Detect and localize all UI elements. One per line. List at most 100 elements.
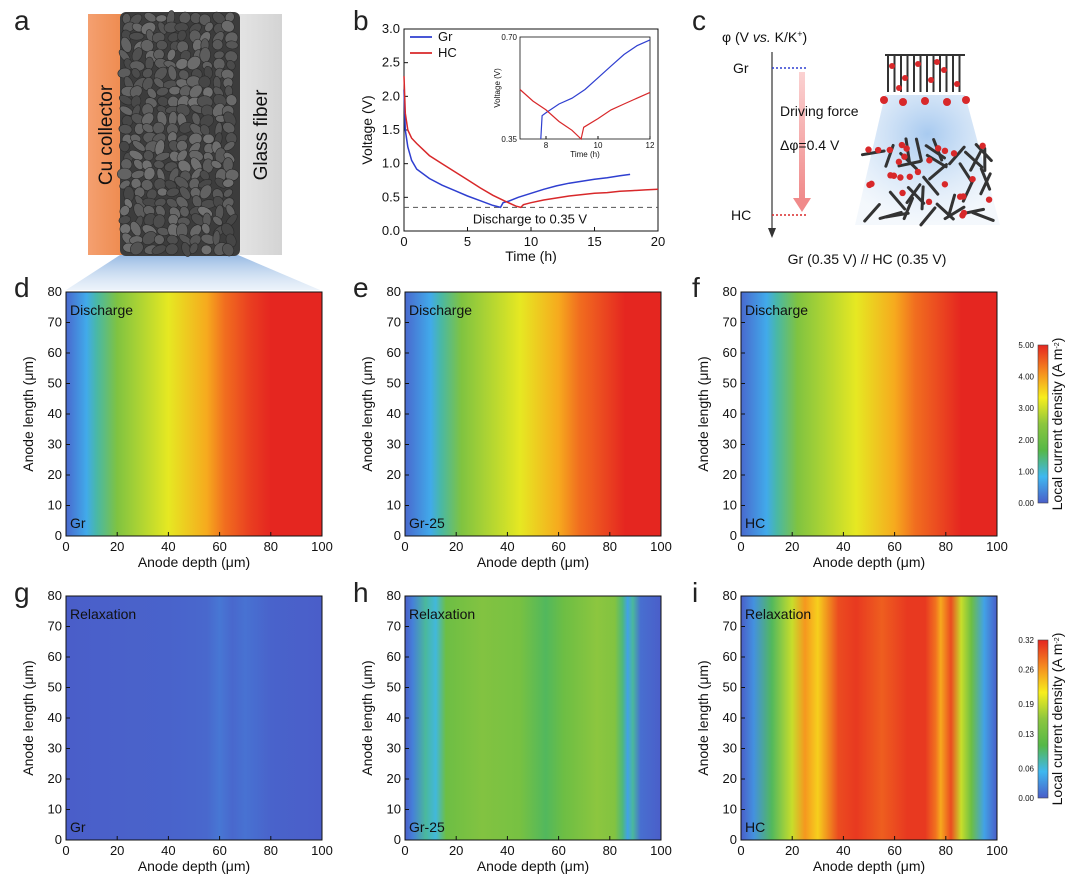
particle [176,149,188,162]
state-label: Relaxation [745,606,811,622]
y-axis-label: Anode length (μm) [20,660,36,775]
potential-axis-label-sup: + [797,29,802,39]
particle [179,206,190,218]
particle [179,186,191,200]
particle [130,241,144,256]
particle [142,68,153,79]
k-ion [866,181,873,189]
state-label: Relaxation [70,606,136,622]
k-ion [943,98,951,106]
hard-carbon-cluster [860,137,995,227]
hc-domain [969,149,983,172]
y-tick-label: 0.0 [382,223,400,238]
hc-domain [914,137,923,163]
colorbar-tick-label: 0.00 [1018,499,1034,508]
zoom-projection [66,255,320,290]
colorbar-label-close: ) [1049,338,1065,343]
y-tick-label: 10 [387,498,401,513]
inset-series-hc [519,89,651,141]
y-tick-label: 0 [394,832,401,847]
colorbar-label-close: ) [1049,633,1065,638]
k-ion [874,146,882,154]
particle [225,40,239,50]
x-tick-label: 80 [939,843,953,858]
potential-axis-arrowhead [768,228,776,238]
y-tick-label: 50 [48,376,62,391]
k-ion [928,77,934,83]
inset-series-gr [540,39,651,140]
y-tick-label: 40 [723,406,737,421]
particle-texture [116,10,240,257]
heatmap-g: 0 20 40 60 80 100 0 10 20 30 40 50 60 70 80 Anode depth… [20,588,333,874]
y-tick-label: 60 [387,649,401,664]
cell-config-label: Gr (0.35 V) // HC (0.35 V) [788,251,947,267]
y-tick-label: 30 [387,437,401,452]
y-tick-label: 50 [387,376,401,391]
particle [200,244,213,255]
k-ion [969,175,976,183]
particle [223,188,233,198]
k-ion [897,174,904,181]
particle [222,178,235,188]
particle [186,55,201,71]
y-tick-label: 40 [48,406,62,421]
particle [146,87,157,99]
hc-domain [928,163,948,181]
particle [222,77,234,89]
x-tick-label: 10 [524,234,538,249]
driving-force-arrow [799,72,805,200]
y-tick-label: 30 [48,437,62,452]
particle [133,158,144,170]
particle [128,149,144,161]
panel-label-h: h [353,577,369,608]
y-tick-label: 70 [48,315,62,330]
hc-domain [943,205,966,221]
x-tick-label: 0 [62,539,69,554]
colorbar-scale [1037,639,1049,799]
x-axis-label: Anode depth (μm) [138,554,250,570]
particle [178,11,191,24]
particle [142,231,157,245]
k-ion [960,209,968,217]
colorbar-2: 0.00 0.06 0.13 0.19 0.26 0.32 Local current de… [1018,633,1065,806]
k-ion [896,85,902,91]
particle [210,160,222,169]
hc-domain [947,193,957,218]
x-tick-label: 0 [401,843,408,858]
y-tick-label: 2.0 [382,88,400,103]
particle [204,21,214,33]
k-ion [941,181,949,188]
y-tick-label: 1.5 [382,122,400,137]
x-tick-label: 0 [737,539,744,554]
k-ion [915,61,921,67]
x-tick-label: 5 [464,234,471,249]
particle [177,29,187,42]
heatmap-e: 0 20 40 60 80 100 0 10 20 30 40 50 60 70 80 Anode depth… [359,284,672,570]
x-tick-label: 0 [401,539,408,554]
particle [221,20,235,33]
x-tick-label: 80 [264,539,278,554]
particle [199,114,215,128]
hc-domain [964,150,984,169]
y-tick-label: 20 [723,771,737,786]
state-label: Discharge [409,302,472,318]
particle [165,243,179,256]
particle [212,215,223,226]
x-axis-label: Time (h) [505,248,557,264]
state-label: Discharge [745,302,808,318]
particle [198,75,211,89]
particle [141,112,155,126]
heatmap-field [405,292,661,536]
particle [155,39,168,51]
sample-label: Gr [70,515,86,531]
y-tick-label: 80 [387,588,401,603]
series-line-gr [403,89,631,209]
x-tick-label: 100 [311,539,333,554]
sample-label: HC [745,515,765,531]
heatmap-h: 0 20 40 60 80 100 0 10 20 30 40 50 60 70 80 Anode depth… [359,588,672,874]
k-ion [960,193,967,200]
particle [225,94,238,107]
particle [222,243,235,257]
particle [140,39,154,53]
particle [176,140,188,152]
